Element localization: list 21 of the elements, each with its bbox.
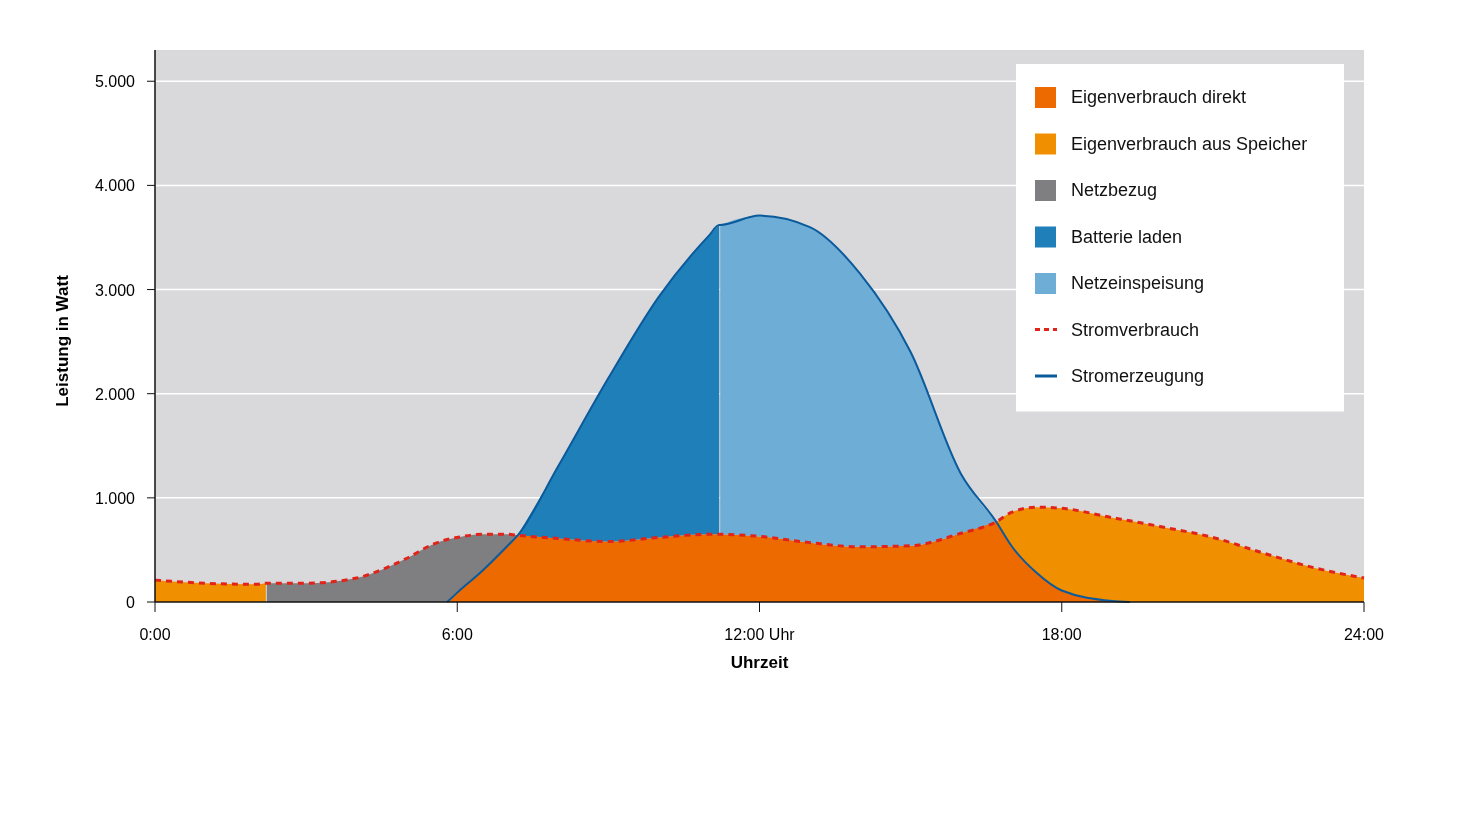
- y-tick-label: 3.000: [94, 281, 136, 299]
- legend-label: Netzeinspeisung: [1071, 273, 1205, 293]
- x-tick-label: 18:00: [1041, 626, 1082, 643]
- y-tick-label: 5.000: [94, 73, 136, 91]
- y-tick-label: 0: [126, 594, 136, 611]
- legend-label: Netzbezug: [1071, 180, 1158, 200]
- legend-label: Stromerzeugung: [1071, 366, 1205, 386]
- legend-label: Stromverbrauch: [1071, 319, 1200, 340]
- x-tick-label: 12:00 Uhr: [724, 626, 796, 643]
- y-tick-label: 2.000: [94, 385, 136, 403]
- x-axis-title: Uhrzeit: [730, 653, 789, 672]
- legend-label: Batterie laden: [1071, 226, 1183, 247]
- y-axis-title: Leistung in Watt: [53, 274, 72, 407]
- legend-label: Eigenverbrauch aus Speicher: [1071, 133, 1308, 154]
- line-series: [153, 505, 1366, 586]
- legend-label: Eigenverbrauch direkt: [1071, 87, 1247, 107]
- x-tick-label: 24:00: [1343, 626, 1385, 643]
- x-tick-label: 6:00: [441, 626, 473, 643]
- x-tick-label: 0:00: [139, 626, 171, 643]
- y-tick-label: 1.000: [94, 489, 136, 507]
- y-tick-label: 4.000: [94, 177, 136, 195]
